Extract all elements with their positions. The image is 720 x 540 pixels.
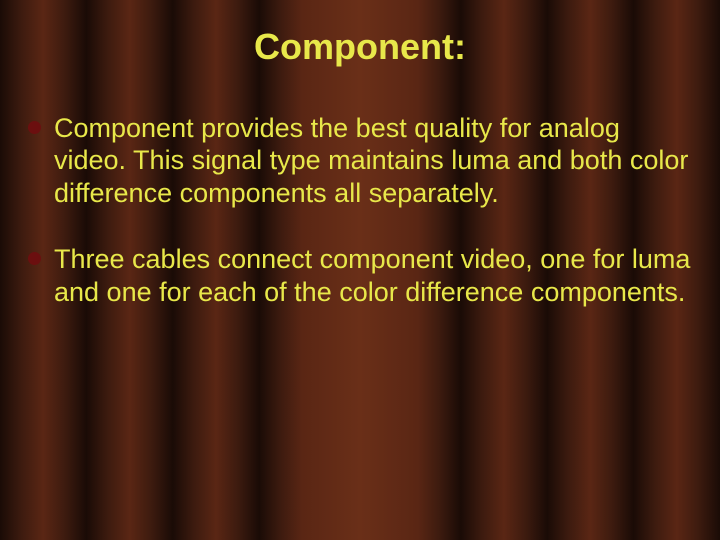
bullet-text: Three cables connect component video, on…	[54, 244, 690, 306]
bullet-item: Three cables connect component video, on…	[28, 243, 692, 308]
bullet-list: Component provides the best quality for …	[28, 112, 692, 308]
bullet-item: Component provides the best quality for …	[28, 112, 692, 209]
slide-title: Component:	[28, 26, 692, 68]
slide: Component: Component provides the best q…	[0, 0, 720, 540]
bullet-text: Component provides the best quality for …	[54, 113, 688, 208]
